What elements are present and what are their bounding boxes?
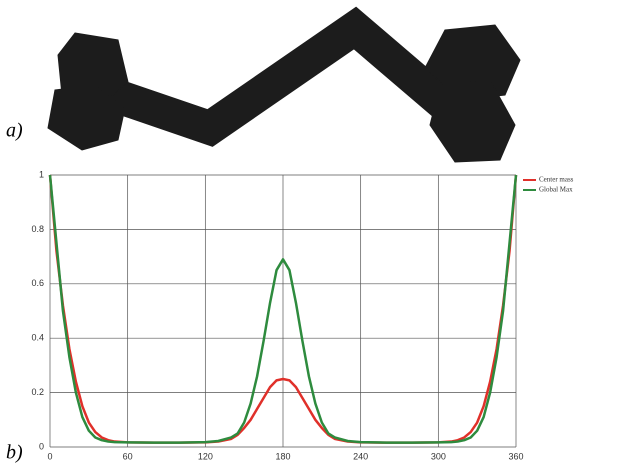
x-tick-label: 240	[353, 451, 368, 461]
x-tick-label: 300	[431, 451, 446, 461]
x-tick-label: 0	[47, 451, 52, 461]
y-tick-label: 1	[39, 169, 44, 179]
panel-label: b)	[6, 442, 23, 464]
shape	[48, 25, 520, 162]
panel-label: a)	[6, 120, 23, 142]
y-tick-label: 0.2	[31, 387, 44, 397]
y-tick-label: 0	[39, 441, 44, 451]
x-tick-label: 360	[508, 451, 523, 461]
x-tick-label: 120	[198, 451, 213, 461]
y-tick-label: 0.8	[31, 224, 44, 234]
y-tick-label: 0.6	[31, 278, 44, 288]
legend-label: Global Max	[539, 186, 573, 194]
x-tick-label: 180	[275, 451, 290, 461]
y-tick-label: 0.4	[31, 333, 44, 343]
x-tick-label: 60	[123, 451, 133, 461]
legend-label: Center mass	[539, 176, 574, 184]
figure: a) b) 0 0.2 0.4 0.6 0.8 1 0 60 120 180 240 300 360 Ce…	[0, 0, 619, 464]
